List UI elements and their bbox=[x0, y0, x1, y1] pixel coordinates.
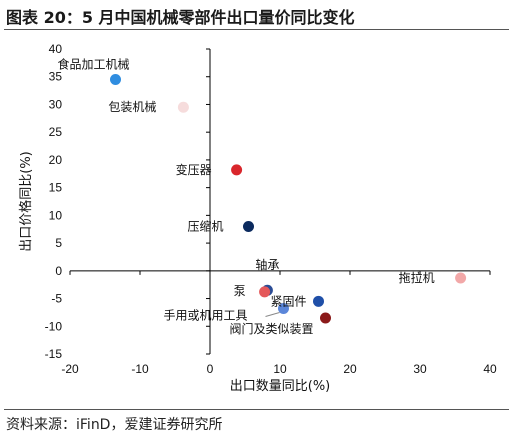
x-tick-label: 20 bbox=[343, 362, 357, 376]
point-label: 紧固件 bbox=[271, 294, 307, 308]
source-note: 资料来源：iFinD，爱建证券研究所 bbox=[6, 417, 223, 433]
point-label: 压缩机 bbox=[188, 218, 224, 233]
point-label: 轴承 bbox=[255, 257, 279, 272]
y-tick-label: 20 bbox=[49, 153, 63, 167]
data-point bbox=[320, 312, 331, 324]
data-point bbox=[455, 272, 467, 284]
y-tick-label: 10 bbox=[49, 208, 63, 222]
x-tick-label: -10 bbox=[131, 362, 149, 376]
data-point bbox=[313, 295, 324, 307]
y-tick-label: 0 bbox=[55, 264, 62, 278]
data-point bbox=[231, 164, 243, 176]
x-tick-label: -20 bbox=[61, 362, 79, 376]
leader-lines bbox=[265, 312, 280, 318]
data-point bbox=[259, 286, 271, 298]
point-label: 拖拉机 bbox=[399, 270, 435, 285]
data-point bbox=[243, 220, 254, 232]
chart-title: 图表 20：5 月中国机械零部件出口量价同比变化 bbox=[6, 8, 355, 27]
point-label: 变压器 bbox=[176, 162, 212, 177]
y-tick-label: 25 bbox=[49, 125, 63, 139]
y-tick-label: -10 bbox=[45, 319, 63, 333]
y-tick-label: 15 bbox=[49, 181, 63, 195]
y-axis-title: 出口价格同比(%) bbox=[18, 151, 34, 252]
point-label: 食品加工机械 bbox=[58, 57, 130, 72]
footer-divider bbox=[4, 409, 509, 410]
data-point bbox=[278, 303, 289, 315]
data-point bbox=[177, 101, 189, 113]
leader-line bbox=[265, 312, 280, 318]
y-tick-label: 5 bbox=[55, 236, 62, 250]
y-tick-label: 30 bbox=[49, 97, 63, 111]
y-tick-label: -15 bbox=[45, 347, 63, 361]
title-divider bbox=[4, 29, 509, 30]
data-point bbox=[110, 74, 121, 85]
point-label: 阀门及类似装置 bbox=[230, 321, 314, 336]
y-tick-label: -5 bbox=[51, 292, 62, 306]
y-tick-label: 40 bbox=[49, 42, 63, 56]
x-tick-label: 40 bbox=[483, 362, 497, 376]
tick-labels: -15 -10 -5 0 5 10 15 20 25 30 35 40 -20 -10 0 10 20 30 40 bbox=[45, 42, 497, 376]
point-label: 泵 bbox=[234, 284, 246, 298]
x-axis-title: 出口数量同比(%) bbox=[230, 379, 331, 394]
data-points bbox=[110, 74, 467, 324]
x-tick-label: 0 bbox=[207, 362, 214, 376]
point-label: 包装机械 bbox=[108, 99, 156, 114]
x-tick-label: 10 bbox=[273, 362, 287, 376]
y-tick-label: 35 bbox=[49, 70, 63, 84]
point-label: 手用或机用工具 bbox=[164, 309, 248, 323]
x-tick-label: 30 bbox=[413, 362, 427, 376]
axes bbox=[69, 48, 491, 355]
